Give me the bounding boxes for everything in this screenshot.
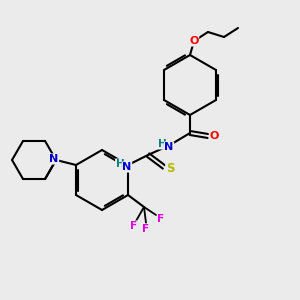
Text: N: N [122,162,132,172]
Text: F: F [142,224,150,234]
Text: N: N [50,154,59,164]
Text: F: F [158,214,165,224]
Text: O: O [189,36,199,46]
Text: H: H [116,159,124,169]
Text: N: N [164,142,174,152]
Text: H: H [158,139,166,149]
Text: F: F [130,221,138,231]
Text: S: S [166,161,174,175]
Text: O: O [209,131,219,141]
